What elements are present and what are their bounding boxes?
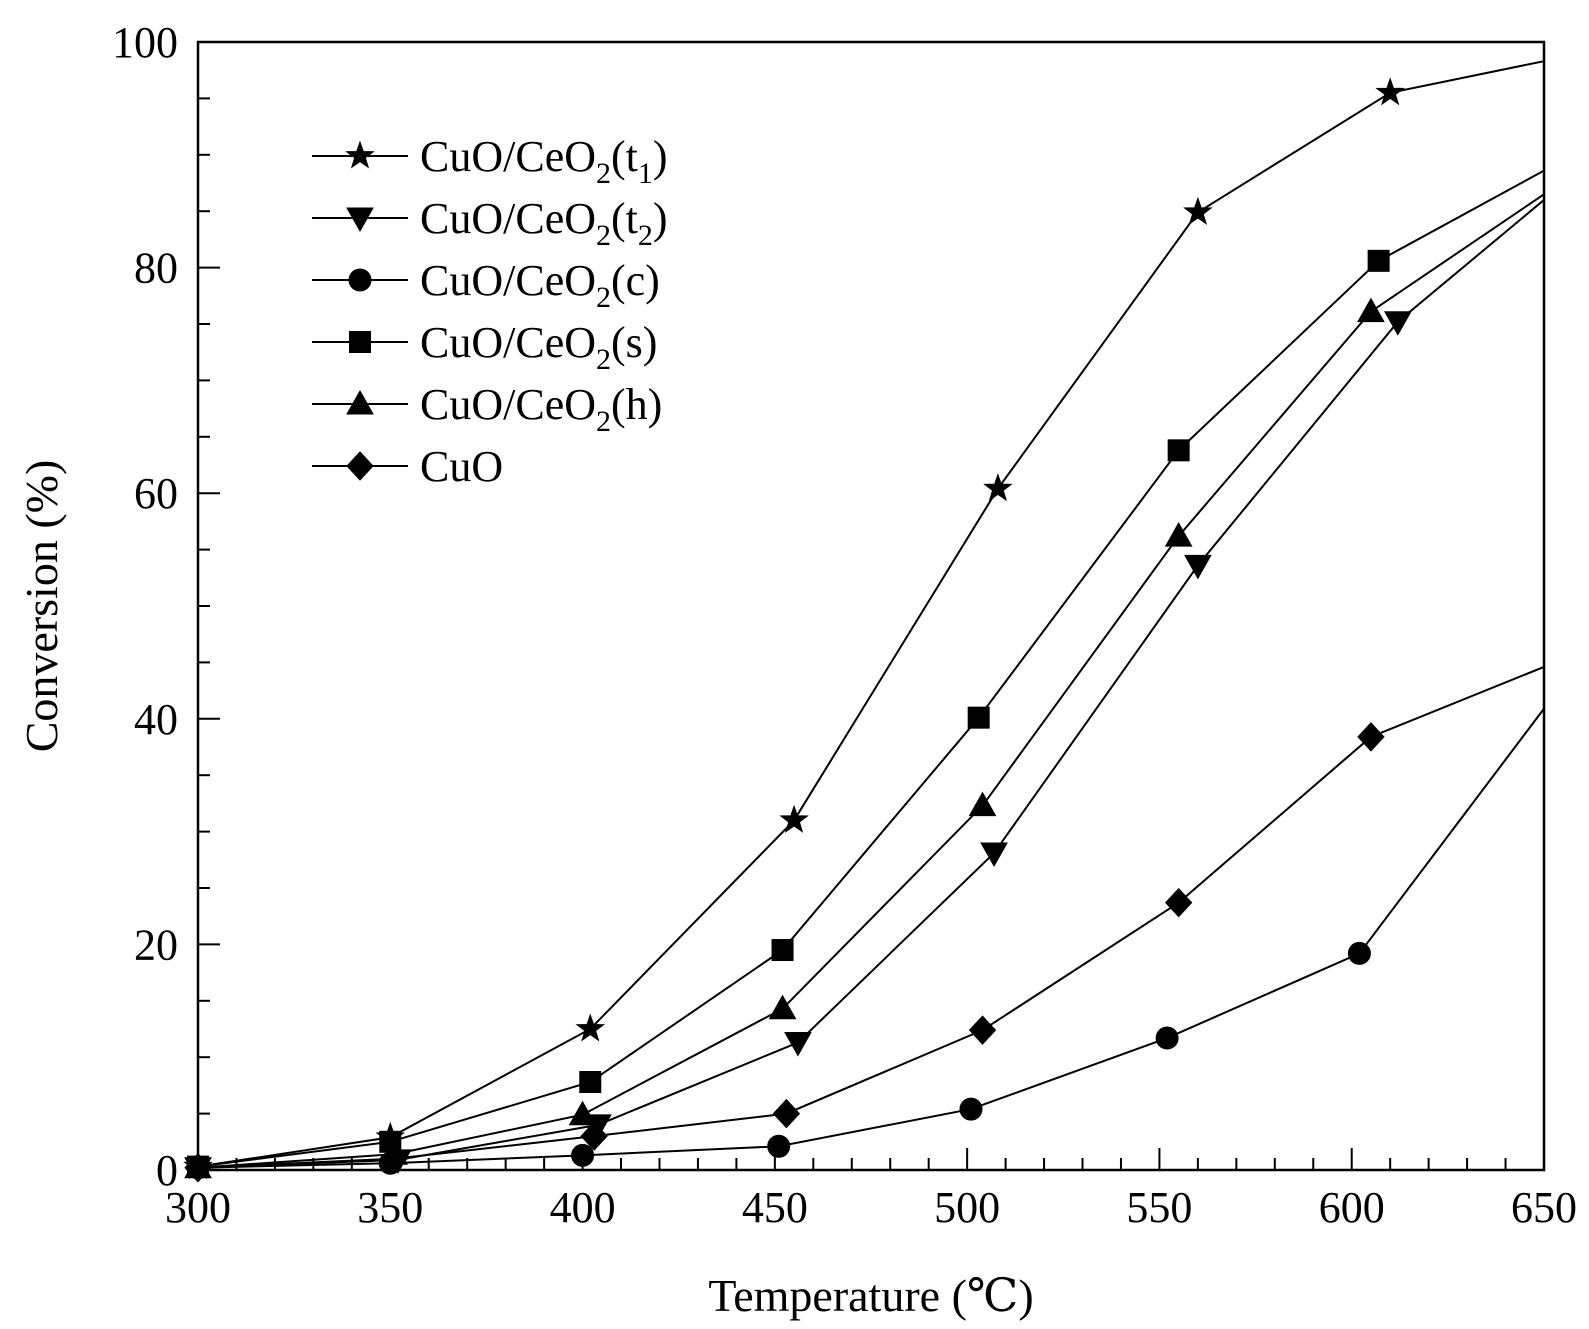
data-point xyxy=(968,791,997,817)
legend-item: CuO xyxy=(312,442,503,491)
data-point xyxy=(1184,554,1212,580)
data-point xyxy=(1164,522,1193,547)
x-tick-label: 400 xyxy=(550,1183,616,1232)
legend-marker xyxy=(346,207,374,233)
series-line-2 xyxy=(197,708,1545,1169)
data-point xyxy=(771,939,794,962)
legend-label: CuO/CeO2(t1) xyxy=(420,132,668,190)
data-point xyxy=(767,1134,791,1158)
legend-item: CuO/CeO2(t2) xyxy=(312,194,668,252)
legend-marker xyxy=(346,389,374,415)
data-point xyxy=(580,1121,608,1151)
y-tick-label: 40 xyxy=(134,695,178,744)
data-point xyxy=(983,473,1013,502)
x-tick-label: 350 xyxy=(357,1183,423,1232)
y-tick-label: 80 xyxy=(134,244,178,293)
series-line-0 xyxy=(197,60,1545,1168)
x-tick-label: 550 xyxy=(1126,1183,1192,1232)
legend-marker xyxy=(349,331,371,353)
y-tick-label: 60 xyxy=(134,469,178,518)
legend-item: CuO/CeO2(s) xyxy=(312,318,657,376)
series-line-3 xyxy=(197,169,1545,1168)
data-point xyxy=(1367,249,1390,272)
y-tick-label: 20 xyxy=(134,920,178,969)
x-tick-label: 600 xyxy=(1319,1183,1385,1232)
series-lines xyxy=(197,60,1545,1169)
series-markers xyxy=(183,77,1412,1183)
axis-ticks: 300 350 400 450 500 550 600 650 0 20 40 60 80 100 xyxy=(112,18,1577,1232)
y-axis-title: Conversion (%) xyxy=(16,460,67,753)
legend-item: CuO/CeO2(h) xyxy=(312,380,662,438)
data-point xyxy=(571,1143,595,1167)
series-line-5 xyxy=(197,665,1545,1169)
data-point xyxy=(959,1097,983,1121)
data-point xyxy=(1375,77,1405,106)
data-point xyxy=(1347,941,1371,965)
data-point xyxy=(568,1100,597,1126)
data-point xyxy=(1357,722,1385,752)
data-point xyxy=(1357,297,1385,323)
legend: CuO/CeO2(t1)CuO/CeO2(t2)CuO/CeO2(c)CuO/C… xyxy=(312,132,668,491)
legend-marker xyxy=(346,451,374,481)
legend-label: CuO xyxy=(420,442,503,491)
legend-marker xyxy=(348,268,372,292)
y-tick-label: 100 xyxy=(112,18,178,67)
data-point xyxy=(980,842,1008,868)
data-point xyxy=(1155,1026,1179,1050)
series-line-4 xyxy=(197,193,1545,1169)
data-point xyxy=(967,706,990,729)
legend-marker xyxy=(345,140,375,169)
y-tick-label: 0 xyxy=(156,1146,178,1195)
plot-frame xyxy=(196,40,1546,1172)
data-point xyxy=(1167,439,1190,462)
data-point xyxy=(579,1071,602,1094)
data-point xyxy=(768,994,797,1020)
x-tick-label: 300 xyxy=(165,1183,231,1232)
data-point xyxy=(184,1153,212,1183)
data-point xyxy=(779,804,809,833)
data-point xyxy=(1183,196,1213,225)
x-axis-title: Temperature (℃) xyxy=(708,1270,1033,1321)
x-tick-label: 500 xyxy=(934,1183,1000,1232)
x-tick-label: 650 xyxy=(1511,1183,1577,1232)
data-point xyxy=(1164,887,1193,918)
legend-label: CuO/CeO2(t2) xyxy=(420,194,668,252)
legend-label: CuO/CeO2(c) xyxy=(420,256,660,314)
data-point xyxy=(784,1032,812,1057)
legend-item: CuO/CeO2(c) xyxy=(312,256,660,314)
data-point xyxy=(1384,311,1412,336)
legend-item: CuO/CeO2(t1) xyxy=(312,132,668,190)
data-point xyxy=(968,1015,997,1045)
data-point xyxy=(772,1098,801,1129)
legend-label: CuO/CeO2(s) xyxy=(420,318,657,376)
plot-frame-group xyxy=(196,40,1546,1172)
legend-label: CuO/CeO2(h) xyxy=(420,380,662,438)
data-point xyxy=(380,1143,408,1174)
data-point xyxy=(575,1013,606,1042)
x-tick-label: 450 xyxy=(742,1183,808,1232)
